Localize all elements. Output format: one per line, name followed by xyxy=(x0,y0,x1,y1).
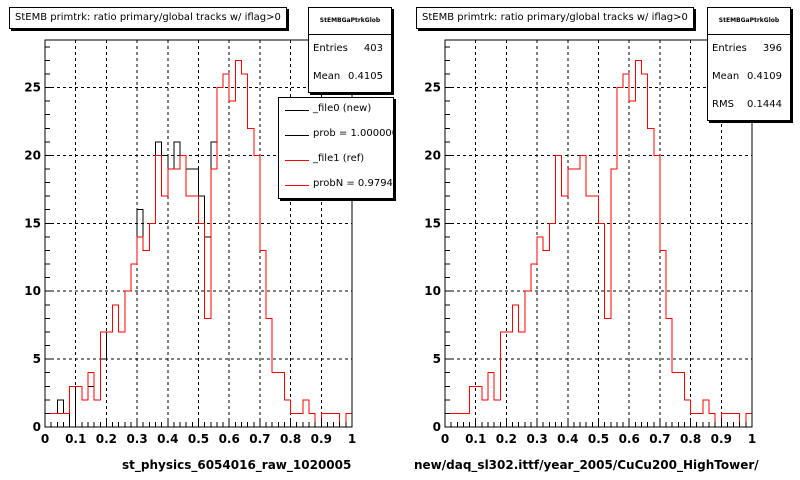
legend-line-swatch xyxy=(285,135,309,136)
panel2-stats-row: RMS 0.1444 xyxy=(708,91,790,119)
x-tick-label: 0.6 xyxy=(219,432,240,446)
panel1-stats-key: Mean xyxy=(313,71,341,82)
panel1-stats-row: Entries 403 xyxy=(309,35,391,63)
x-tick-label: 0.2 xyxy=(96,432,117,446)
y-tick-label: 20 xyxy=(24,148,41,162)
legend-entry: prob = 1.000000 xyxy=(279,123,393,148)
legend-entry: _file1 (ref) xyxy=(279,148,393,173)
panel1-legend: _file0 (new) prob = 1.000000 _file1 (ref… xyxy=(278,97,394,199)
histogram-series-line xyxy=(444,59,753,428)
legend-entry: probN = 0.979487 xyxy=(279,173,393,198)
x-tick-label: 0.9 xyxy=(711,432,732,446)
x-tick-label: 0.5 xyxy=(588,432,609,446)
y-tick-label: 15 xyxy=(24,216,41,230)
y-tick-label: 25 xyxy=(424,81,441,95)
panel2-stats-key: Entries xyxy=(712,43,747,54)
panel2-stats-name: StEMBGaPtrkGlob xyxy=(708,8,790,35)
x-tick-label: 1 xyxy=(748,432,756,446)
legend-label: prob = 1.000000 xyxy=(313,128,394,139)
panel2-stats-value: 0.4109 xyxy=(747,71,782,82)
x-tick-label: 0.3 xyxy=(526,432,547,446)
x-tick-label: 0.5 xyxy=(188,432,209,446)
y-tick-label: 0 xyxy=(433,420,441,434)
legend-entry: _file0 (new) xyxy=(279,98,393,123)
legend-line-swatch xyxy=(285,185,309,186)
panel2-title: StEMB primtrk: ratio primary/global trac… xyxy=(416,7,694,29)
y-tick-label: 15 xyxy=(424,216,441,230)
legend-label: _file1 (ref) xyxy=(313,153,365,164)
panel1-stats-name: StEMBGaPtrkGlob xyxy=(309,8,391,35)
x-tick-label: 0.4 xyxy=(557,432,578,446)
panel2-stats-box: StEMBGaPtrkGlob Entries 396 Mean 0.4109 … xyxy=(707,7,791,121)
y-tick-label: 10 xyxy=(24,284,41,298)
legend-line-swatch xyxy=(285,160,309,161)
histogram-series-line xyxy=(44,59,353,428)
x-tick-label: 0.3 xyxy=(126,432,147,446)
y-tick-label: 0 xyxy=(33,420,41,434)
y-tick-label: 5 xyxy=(33,352,41,366)
x-tick-label: 0.1 xyxy=(465,432,486,446)
panel1-stats-key: Entries xyxy=(313,43,348,54)
x-tick-label: 0 xyxy=(441,432,449,446)
x-tick-label: 1 xyxy=(348,432,356,446)
panel2-stats-key: RMS xyxy=(712,99,734,110)
x-tick-label: 0.8 xyxy=(280,432,301,446)
panel2-stats-value: 0.1444 xyxy=(747,99,782,110)
panel1-stats-box: StEMBGaPtrkGlob Entries 403 Mean 0.4105 xyxy=(308,7,392,93)
x-tick-label: 0.7 xyxy=(649,432,670,446)
x-tick-label: 0 xyxy=(41,432,49,446)
x-tick-label: 0.2 xyxy=(496,432,517,446)
panel2-stats-row: Mean 0.4109 xyxy=(708,63,790,91)
panel2-stats-key: Mean xyxy=(712,71,740,82)
x-tick-label: 0.6 xyxy=(619,432,640,446)
x-tick-label: 0.9 xyxy=(311,432,332,446)
panel1-title: StEMB primtrk: ratio primary/global trac… xyxy=(9,7,287,29)
y-tick-label: 25 xyxy=(24,81,41,95)
x-tick-label: 0.4 xyxy=(157,432,178,446)
panel2-x-axis-title: new/daq_sl302.ittf/year_2005/CuCu200_Hig… xyxy=(414,458,759,472)
panel2-stats-row: Entries 396 xyxy=(708,35,790,63)
y-tick-label: 20 xyxy=(424,148,441,162)
x-tick-label: 0.8 xyxy=(680,432,701,446)
panel1-stats-value: 0.4105 xyxy=(348,71,383,82)
x-tick-label: 0.1 xyxy=(65,432,86,446)
legend-label: _file0 (new) xyxy=(313,103,372,114)
panel1-stats-value: 403 xyxy=(363,43,383,54)
y-tick-label: 10 xyxy=(424,284,441,298)
panel2-stats-value: 396 xyxy=(762,43,782,54)
y-tick-label: 5 xyxy=(433,352,441,366)
legend-label: probN = 0.979487 xyxy=(313,178,393,189)
panel1-stats-row: Mean 0.4105 xyxy=(309,63,391,91)
legend-line-swatch xyxy=(285,110,309,111)
panel1-x-axis-title: st_physics_6054016_raw_1020005 xyxy=(122,458,352,472)
x-tick-label: 0.7 xyxy=(249,432,270,446)
